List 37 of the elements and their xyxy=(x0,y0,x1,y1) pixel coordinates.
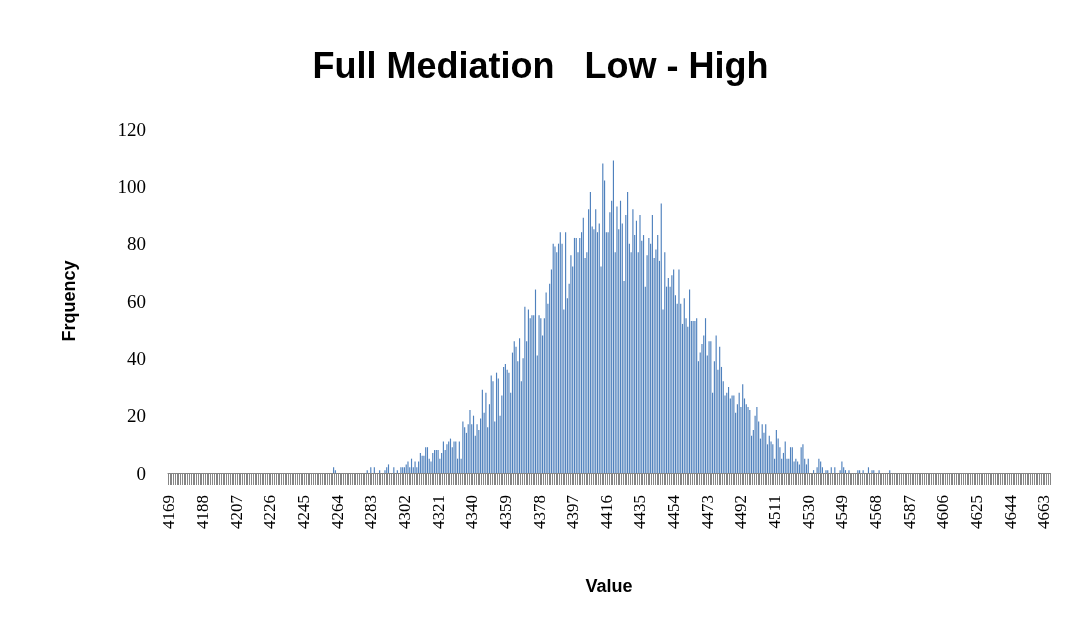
x-tick-label: 4302 xyxy=(394,495,414,529)
y-tick-label: 0 xyxy=(136,462,146,484)
x-tick-label: 4625 xyxy=(967,495,986,529)
x-tick-label: 4359 xyxy=(495,495,515,529)
x-tick-label: 4644 xyxy=(1000,494,1020,529)
x-tick-label: 4378 xyxy=(529,495,549,529)
x-tick-label: 4397 xyxy=(563,494,583,529)
x-tick-label: 4492 xyxy=(731,495,751,529)
x-tick-label: 4226 xyxy=(260,495,280,529)
y-tick-label: 20 xyxy=(127,405,146,427)
x-tick-label: 4473 xyxy=(697,495,717,529)
x-tick-label: 4511 xyxy=(765,495,785,529)
x-tick-label: 4340 xyxy=(462,495,482,529)
x-tick-label: 4283 xyxy=(361,495,381,529)
x-tick-label: 4663 xyxy=(1034,495,1054,529)
x-tick-label: 4587 xyxy=(899,494,919,529)
x-tick-label: 4435 xyxy=(630,495,650,529)
x-axis-title: Value xyxy=(585,576,633,596)
chart-title: Full Mediation Low - High xyxy=(312,44,769,86)
x-tick-label: 4416 xyxy=(596,495,616,529)
y-tick-label: 120 xyxy=(117,118,146,140)
x-tick-label: 4454 xyxy=(664,494,684,529)
y-tick-label: 80 xyxy=(127,233,146,255)
y-axis-title: Frquency xyxy=(59,260,79,342)
x-tick-label: 4245 xyxy=(293,495,313,529)
x-tick-label: 4530 xyxy=(798,495,818,529)
y-tick-label: 60 xyxy=(127,290,146,312)
x-tick-label: 4169 xyxy=(159,495,179,529)
y-tick-label: 100 xyxy=(117,175,146,197)
x-tick-label: 4549 xyxy=(832,495,852,529)
x-tick-label: 4568 xyxy=(866,495,886,529)
x-tick-label: 4207 xyxy=(226,494,246,529)
x-tick-label: 4606 xyxy=(933,495,953,529)
x-tick-label: 4321 xyxy=(428,495,448,529)
y-tick-label: 40 xyxy=(127,347,146,369)
x-tick-label: 4264 xyxy=(327,494,347,529)
x-tick-label: 4188 xyxy=(193,495,213,529)
